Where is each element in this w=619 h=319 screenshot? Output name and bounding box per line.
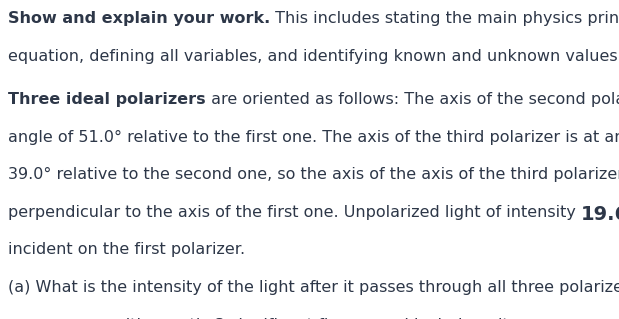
Text: 39.0° relative to the second one, so the axis of the axis of the third polarizer: 39.0° relative to the second one, so the… (8, 167, 619, 182)
Text: angle of 51.0° relative to the first one. The axis of the third polarizer is at : angle of 51.0° relative to the first one… (8, 130, 619, 145)
Text: your answer with exactly 3 significant figures and include units.: your answer with exactly 3 significant f… (8, 318, 522, 319)
Text: incident on the first polarizer.: incident on the first polarizer. (8, 242, 245, 257)
Text: equation, defining all variables, and identifying known and unknown values: equation, defining all variables, and id… (8, 49, 618, 64)
Text: Three ideal polarizers: Three ideal polarizers (8, 92, 206, 107)
Text: 19.6: 19.6 (581, 205, 619, 224)
Text: This includes stating the main physics principle and/or: This includes stating the main physics p… (271, 11, 619, 26)
Text: perpendicular to the axis of the first one. Unpolarized light of intensity: perpendicular to the axis of the first o… (8, 205, 581, 220)
Text: Show and explain your work.: Show and explain your work. (8, 11, 271, 26)
Text: (a) What is the intensity of the light after it passes through all three polariz: (a) What is the intensity of the light a… (8, 280, 619, 295)
Text: are oriented as follows: The axis of the second polarizer is at an: are oriented as follows: The axis of the… (206, 92, 619, 107)
